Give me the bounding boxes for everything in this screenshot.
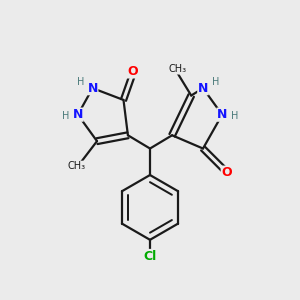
Text: CH₃: CH₃ (67, 161, 86, 171)
Text: Cl: Cl (143, 250, 157, 262)
Text: N: N (217, 108, 227, 121)
Text: N: N (198, 82, 208, 95)
Text: N: N (87, 82, 98, 95)
Text: H: H (231, 111, 238, 121)
Text: H: H (62, 111, 69, 121)
Text: H: H (76, 77, 84, 87)
Text: H: H (212, 77, 219, 87)
Text: CH₃: CH₃ (169, 64, 187, 74)
Text: N: N (73, 108, 83, 121)
Text: O: O (221, 166, 232, 179)
Text: O: O (127, 65, 138, 78)
